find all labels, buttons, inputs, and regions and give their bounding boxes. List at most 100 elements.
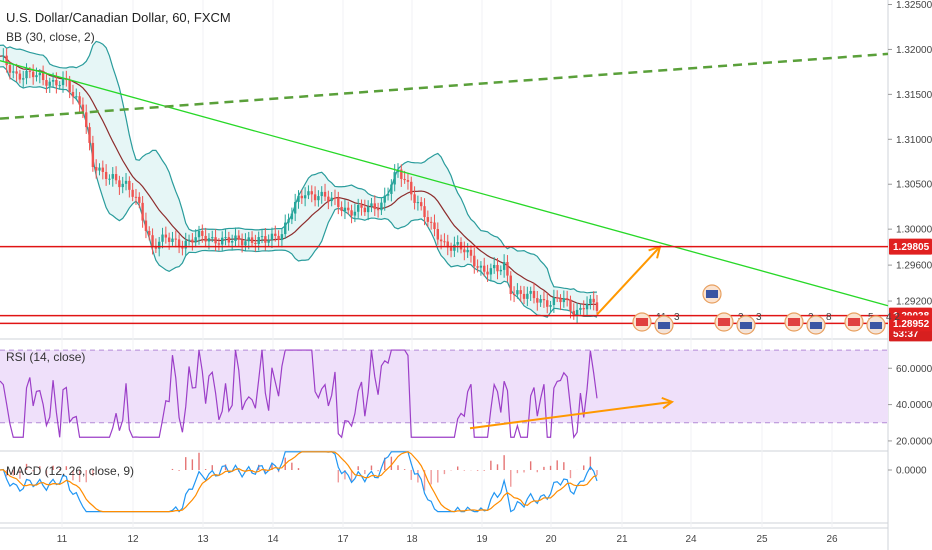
candle-body (327, 196, 330, 202)
candle-body (350, 210, 353, 216)
candle-body (337, 197, 340, 207)
rsi-axis-tick-label: 40.0000 (896, 400, 932, 411)
candle-body (363, 207, 367, 213)
candle-body (360, 204, 363, 208)
time-axis-tick-label: 17 (337, 534, 349, 545)
candle-body (579, 307, 582, 310)
candle-body (207, 238, 211, 242)
candle-body (330, 197, 333, 202)
candle-body (489, 268, 493, 275)
candle-body (277, 235, 280, 241)
candle-body (357, 204, 360, 212)
candle-body (151, 235, 154, 247)
candle-body (154, 246, 158, 249)
candle-body (91, 142, 95, 167)
candle-body (340, 206, 343, 211)
rsi-axis-tick-label: 60.0000 (896, 364, 932, 375)
candle-body (492, 264, 496, 269)
candle-body (18, 73, 22, 80)
candle-body (393, 172, 396, 185)
macd-indicator-label[interactable]: MACD (12, 26, close, 9) (6, 464, 135, 478)
price-axis-tick-label: 1.30000 (896, 225, 932, 236)
candle-body (280, 234, 284, 241)
candle-body (48, 81, 51, 86)
candle-body (78, 96, 81, 105)
candle-body (376, 209, 380, 211)
candle-body (373, 203, 376, 210)
candle-body (227, 237, 231, 243)
candle-body (343, 207, 347, 211)
candle-body (592, 298, 595, 303)
candle-body (572, 310, 575, 316)
candle-body (293, 201, 297, 214)
candle-body (499, 269, 503, 272)
candle-body (479, 265, 483, 268)
candle-body (323, 191, 327, 197)
candle-body (260, 236, 264, 238)
candle-body (22, 78, 25, 80)
candle-body (313, 194, 317, 201)
candle-body (473, 255, 476, 267)
candle-body (224, 237, 227, 239)
candle-body (108, 178, 111, 180)
candle-body (58, 85, 61, 87)
price-axis-tick-label: 1.32000 (896, 45, 932, 56)
candle-body (366, 206, 370, 213)
candle-countdown-label: 53:37 (893, 329, 919, 340)
price-level-label: 1.29805 (893, 242, 930, 253)
flag-icon (658, 322, 670, 329)
candle-body (257, 237, 260, 245)
candle-body (28, 70, 32, 72)
candle-body (177, 239, 181, 248)
candle-body (118, 180, 121, 188)
flag-icon (706, 290, 718, 298)
chart-title: U.S. Dollar/Canadian Dollar, 60, FXCM (6, 10, 231, 25)
economic-event-flag (702, 284, 722, 304)
candle-body (522, 293, 526, 299)
candle-body (433, 222, 436, 230)
candle-body (463, 249, 466, 253)
candle-body (267, 240, 270, 243)
candle-body (234, 235, 237, 242)
event-count-label: 3 (674, 312, 680, 323)
rsi-band-fill (0, 350, 888, 423)
economic-event-flag: 33 (714, 312, 762, 335)
candle-body (250, 237, 254, 243)
candle-body (124, 180, 128, 184)
candle-body (549, 305, 552, 307)
candle-body (41, 72, 45, 81)
candle-body (559, 298, 562, 303)
candle-body (536, 298, 539, 303)
candle-body (264, 236, 267, 243)
rsi-trendline-arrow (469, 400, 673, 430)
candle-body (191, 239, 194, 243)
candle-body (161, 234, 164, 242)
price-level-label: 1.28952 (893, 319, 930, 330)
bb-indicator-label[interactable]: BB (30, close, 2) (6, 30, 95, 44)
candle-body (121, 183, 124, 188)
candle-body (443, 241, 446, 243)
candle-body (174, 238, 177, 240)
projection-arrow-line (596, 246, 661, 316)
candle-body (270, 233, 274, 241)
candle-body (187, 239, 191, 241)
flag-icon (848, 318, 860, 326)
price-label-badge (889, 315, 932, 332)
time-axis-tick-label: 18 (406, 534, 418, 545)
candle-body (532, 290, 536, 299)
flag-icon (788, 318, 800, 326)
price-label-badge (889, 238, 932, 255)
candle-body (449, 247, 453, 251)
candle-body (486, 271, 489, 275)
event-count-label: 3 (756, 312, 762, 323)
candle-body (589, 298, 592, 304)
candle-body (429, 221, 433, 223)
candle-body (221, 237, 224, 245)
candle-body (230, 241, 234, 243)
candle-body (247, 237, 250, 242)
rsi-indicator-label[interactable]: RSI (14, close) (6, 350, 86, 364)
candle-body (111, 174, 114, 179)
candle-body (101, 167, 105, 172)
candle-body (386, 193, 390, 196)
